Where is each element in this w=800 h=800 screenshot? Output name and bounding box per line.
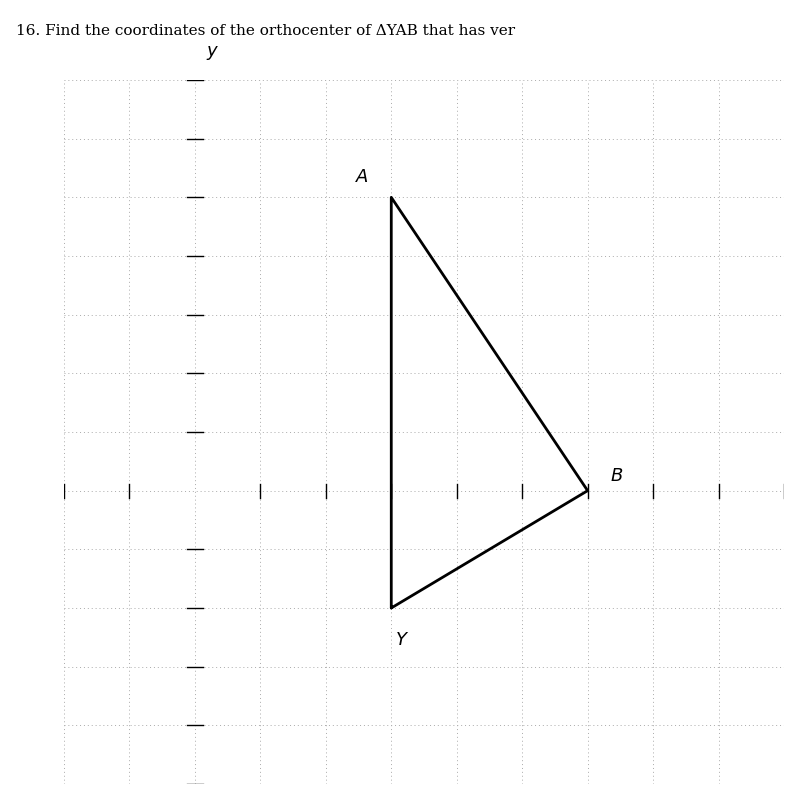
- Text: A: A: [356, 168, 368, 186]
- Text: Y: Y: [395, 631, 406, 650]
- Text: B: B: [611, 467, 623, 485]
- Text: 16. Find the coordinates of the orthocenter of ΔYAB that has ver: 16. Find the coordinates of the orthocen…: [16, 24, 515, 38]
- Text: y: y: [206, 42, 217, 60]
